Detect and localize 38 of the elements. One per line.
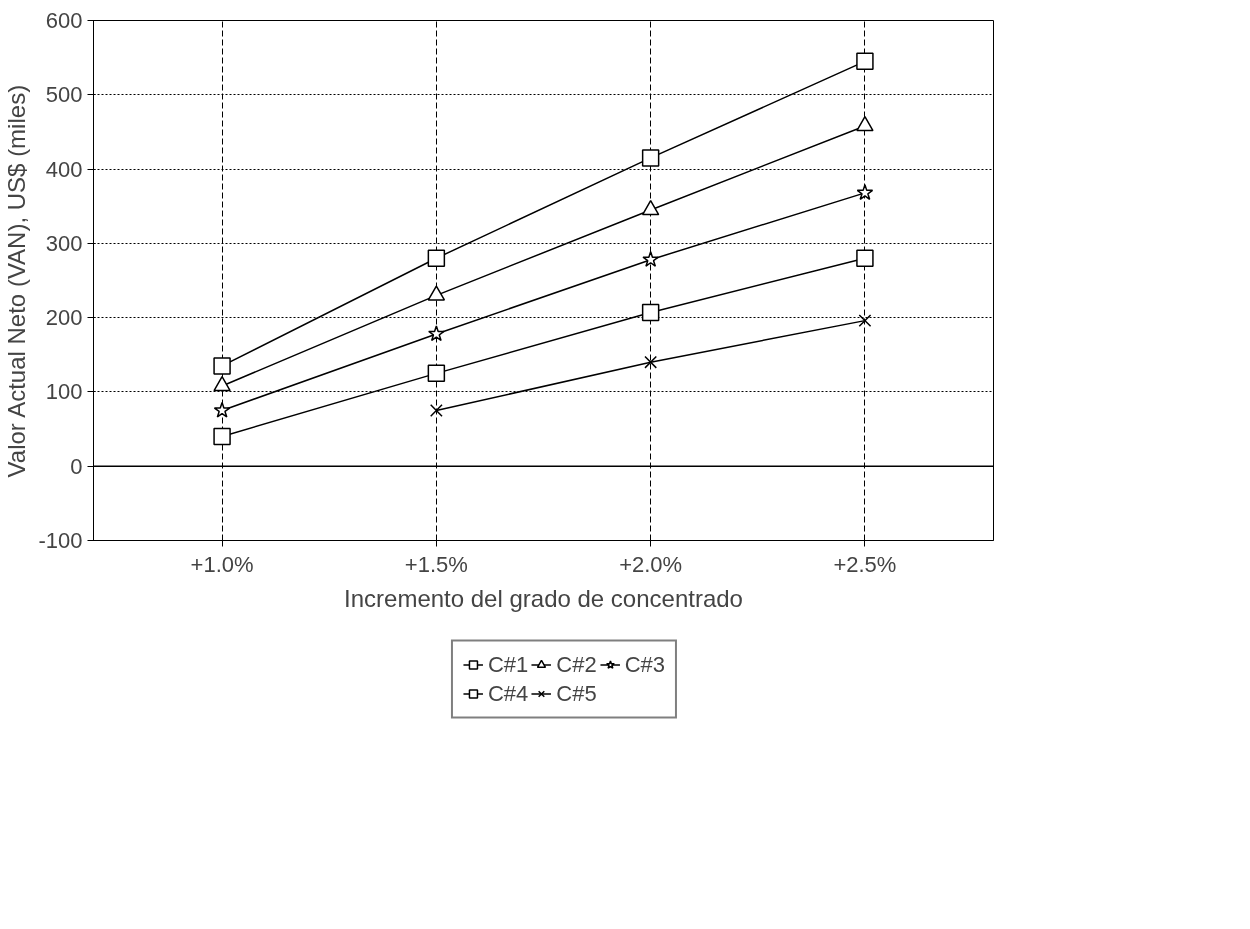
y-axis-title: Valor Actual Neto (VAN), US$ (miles): [3, 84, 31, 478]
point: [641, 303, 660, 322]
point: [641, 149, 660, 167]
y-tick-label: 600: [45, 8, 83, 33]
point: [856, 249, 874, 267]
point: [213, 357, 231, 375]
point: [427, 285, 446, 301]
point: [858, 314, 872, 328]
point: [427, 249, 446, 267]
y-tick-label: 100: [45, 379, 83, 405]
point: [213, 376, 231, 392]
point: [856, 116, 874, 132]
y-tick-label: 300: [45, 230, 83, 256]
legend-label: C#4: [487, 680, 529, 707]
x-axis-title: Incremento del grado de concentrado: [344, 584, 743, 612]
point: [427, 364, 446, 383]
legend-label: C#2: [556, 651, 597, 678]
legend-label: C#3: [624, 651, 666, 678]
y-tick-label: -100: [38, 528, 83, 553]
point: [213, 401, 231, 418]
point: [429, 404, 443, 417]
point: [641, 199, 660, 216]
point: [213, 427, 231, 446]
point: [856, 52, 874, 71]
y-tick-label: 0: [70, 453, 83, 479]
x-tick-label: +2.0%: [619, 551, 683, 577]
legend-label: C#5: [556, 680, 597, 707]
y-tick-label: 400: [45, 156, 83, 182]
x-tick-label: +2.5%: [833, 551, 897, 577]
x-tick-label: +1.0%: [190, 551, 254, 577]
point: [856, 184, 874, 201]
x-tick-label: +1.5%: [404, 551, 468, 577]
point: [644, 355, 658, 369]
point: [642, 250, 659, 267]
y-tick-label: 200: [45, 305, 83, 331]
point: [428, 325, 445, 342]
y-tick-label: 500: [45, 82, 83, 108]
legend-label: C#1: [487, 651, 529, 678]
